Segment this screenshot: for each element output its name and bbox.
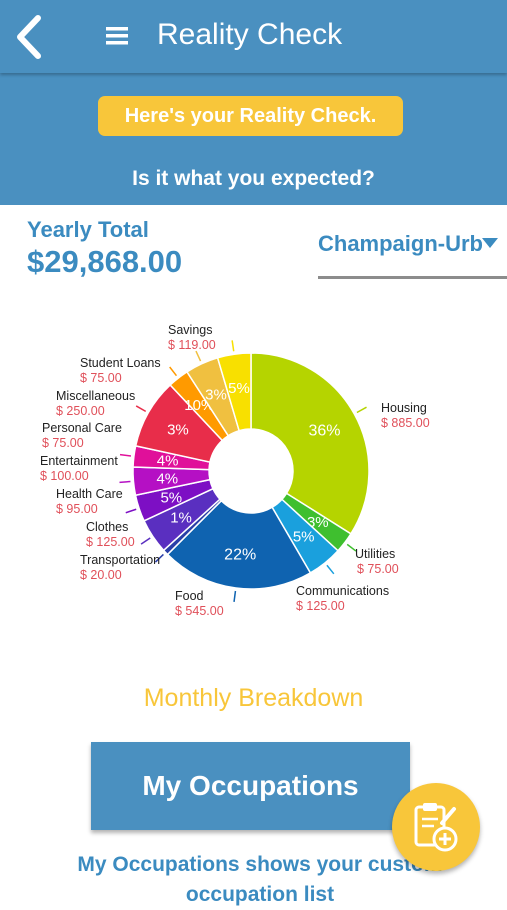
pie-amount-label: $ 100.00 — [40, 469, 89, 483]
reality-check-banner: Here's your Reality Check. — [98, 96, 403, 136]
pie-percent-label: 3% — [205, 387, 227, 404]
pie-category-label: Personal Care — [42, 421, 122, 435]
caret-down-icon — [482, 238, 498, 248]
pie-percent-label: 5% — [293, 528, 315, 545]
pie-category-label: Health Care — [56, 487, 123, 501]
pie-slice-other — [216, 352, 252, 432]
pie-percent-label: 5% — [160, 490, 182, 507]
back-icon[interactable] — [12, 14, 46, 60]
pie-amount-label: $ 545.00 — [175, 604, 224, 618]
pie-category-label: Miscellaneous — [56, 389, 135, 403]
pie-connector-line — [195, 350, 202, 362]
top-bar: Reality Check — [0, 0, 507, 73]
pie-amount-label: $ 20.00 — [80, 568, 122, 582]
pie-slice-food — [166, 499, 312, 590]
pie-amount-label: $ 250.00 — [56, 404, 105, 418]
pie-percent-label: 5% — [228, 380, 250, 397]
pie-amount-label: $ 885.00 — [381, 416, 430, 430]
pie-category-label: Transportation — [80, 553, 160, 567]
pie-category-label: Entertainment — [40, 454, 118, 468]
pie-percent-label: 4% — [157, 453, 179, 470]
pie-amount-label: $ 95.00 — [56, 502, 98, 516]
pie-amount-label: $ 125.00 — [86, 535, 135, 549]
pie-category-label: Communications — [296, 584, 389, 598]
yearly-total-value: $29,868.00 — [27, 244, 183, 279]
pie-connector-line — [119, 453, 132, 457]
expectation-question: Is it what you expected? — [132, 167, 375, 190]
pie-amount-label: $ 125.00 — [296, 599, 345, 613]
pie-percent-label: 36% — [309, 422, 341, 439]
pie-category-label: Savings — [168, 323, 212, 337]
pie-connector-line — [346, 543, 357, 552]
expense-pie-chart: 36%Housing$ 885.003%Utilities$ 75.005%Co… — [40, 323, 430, 618]
location-value: Champaign-Urbana — [318, 231, 482, 256]
pie-connector-line — [326, 564, 335, 575]
pie-category-label: Housing — [381, 401, 427, 415]
pie-category-label: Clothes — [86, 520, 128, 534]
yearly-total-label: Yearly Total — [27, 217, 149, 242]
pie-connector-line — [125, 508, 137, 514]
pie-amount-label: $ 119.00 — [168, 338, 216, 352]
pie-connector-line — [233, 590, 237, 603]
pie-amount-label: $ 75.00 — [357, 562, 399, 576]
pie-connector-line — [154, 553, 164, 563]
my-occupations-button[interactable]: My Occupations — [91, 742, 410, 830]
monthly-breakdown-label: Monthly Breakdown — [143, 684, 364, 712]
pie-percent-label: 3% — [167, 422, 189, 439]
pie-connector-line — [135, 405, 147, 412]
pie-percent-label: 4% — [156, 470, 178, 487]
pie-connector-line — [140, 537, 151, 545]
page-title: Reality Check — [157, 18, 343, 51]
pie-connector-line — [169, 366, 178, 377]
pie-category-label: Food — [175, 589, 204, 603]
pie-connector-line — [231, 340, 235, 352]
menu-icon[interactable] — [106, 26, 128, 46]
add-occupation-fab[interactable] — [392, 783, 480, 871]
pie-category-label: Student Loans — [80, 356, 161, 370]
pie-connector-line — [356, 406, 367, 414]
pie-category-label: Utilities — [355, 547, 395, 561]
pie-amount-label: $ 75.00 — [42, 436, 84, 450]
pie-percent-label: 1% — [170, 509, 192, 526]
location-dropdown[interactable]: Champaign-Urbana — [318, 226, 507, 279]
clipboard-add-icon — [414, 803, 458, 852]
pie-amount-label: $ 75.00 — [80, 371, 122, 385]
pie-percent-label: 22% — [224, 546, 256, 563]
pie-slice-housing — [250, 352, 370, 535]
pie-connector-line — [119, 480, 131, 484]
